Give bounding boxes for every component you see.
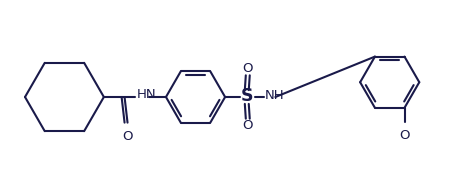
Text: HN: HN <box>136 87 156 100</box>
Text: O: O <box>399 128 410 141</box>
Text: O: O <box>243 119 253 132</box>
Text: S: S <box>240 87 253 105</box>
Text: O: O <box>243 62 253 75</box>
Text: NH: NH <box>265 88 284 101</box>
Text: O: O <box>122 130 133 143</box>
